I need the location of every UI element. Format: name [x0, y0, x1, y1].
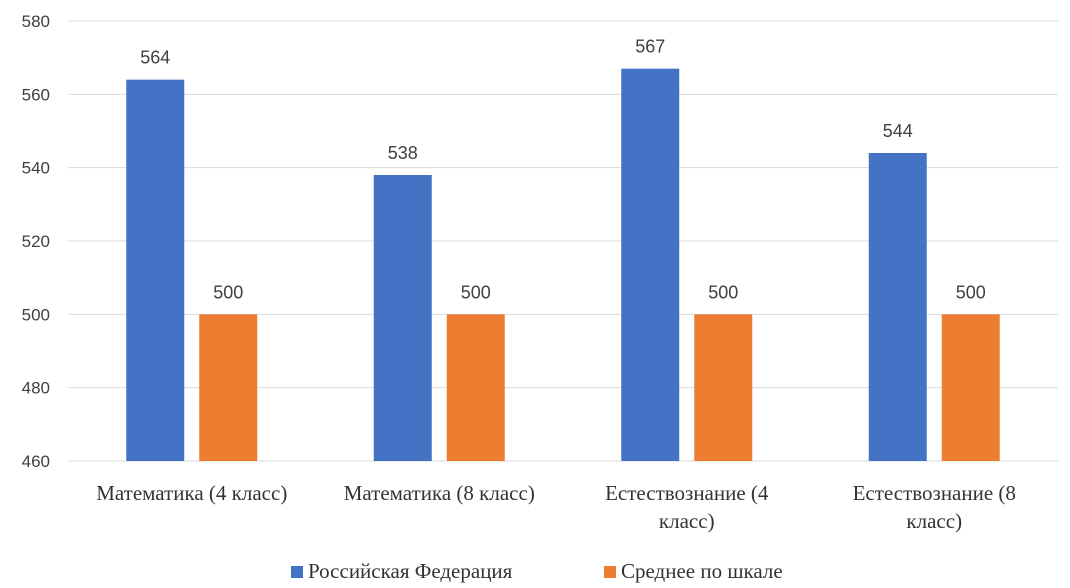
bar-series-0-cat-1 [373, 175, 432, 461]
y-axis-tick-labels: 460 480 500 520 540 560 580 [22, 12, 50, 471]
x-category-label: Естествознание (4 [605, 481, 769, 505]
bar-series-0-cat-2 [621, 68, 680, 462]
data-label: 500 [708, 282, 738, 302]
legend-swatch-1 [604, 566, 616, 578]
x-category-label: Математика (4 класс) [96, 481, 287, 505]
x-category-label: Естествознание (8 [853, 481, 1016, 505]
y-tick-label: 500 [22, 305, 50, 324]
y-tick-label: 480 [22, 379, 50, 398]
data-label: 538 [388, 143, 418, 163]
bar-series-0-cat-3 [868, 153, 927, 461]
x-axis-category-labels: Математика (4 класс) Математика (8 класс)… [96, 481, 1016, 533]
y-tick-label: 460 [22, 452, 50, 471]
bars [126, 68, 1000, 462]
y-tick-label: 580 [22, 12, 50, 31]
bar-series-1-cat-1 [446, 314, 505, 461]
legend-label: Среднее по шкале [621, 559, 783, 583]
data-label: 500 [213, 282, 243, 302]
y-tick-label: 540 [22, 159, 50, 178]
legend-label: Российская Федерация [308, 559, 513, 583]
data-label: 544 [883, 121, 913, 141]
bar-series-0-cat-0 [126, 79, 185, 462]
bar-series-1-cat-3 [941, 314, 1000, 461]
x-category-label: Математика (8 класс) [344, 481, 535, 505]
y-tick-label: 560 [22, 85, 50, 104]
legend: Российская Федерация Среднее по шкале [291, 559, 783, 583]
data-label: 567 [635, 37, 665, 57]
data-label: 564 [140, 48, 170, 68]
legend-swatch-0 [291, 566, 303, 578]
x-category-label: класс) [906, 509, 962, 533]
y-tick-label: 520 [22, 232, 50, 251]
data-label: 500 [461, 282, 491, 302]
data-label: 500 [956, 282, 986, 302]
x-category-label: класс) [659, 509, 715, 533]
bar-series-1-cat-2 [694, 314, 753, 461]
data-labels: 564 500 538 500 567 500 544 500 [140, 37, 986, 303]
bar-series-1-cat-0 [199, 314, 258, 461]
